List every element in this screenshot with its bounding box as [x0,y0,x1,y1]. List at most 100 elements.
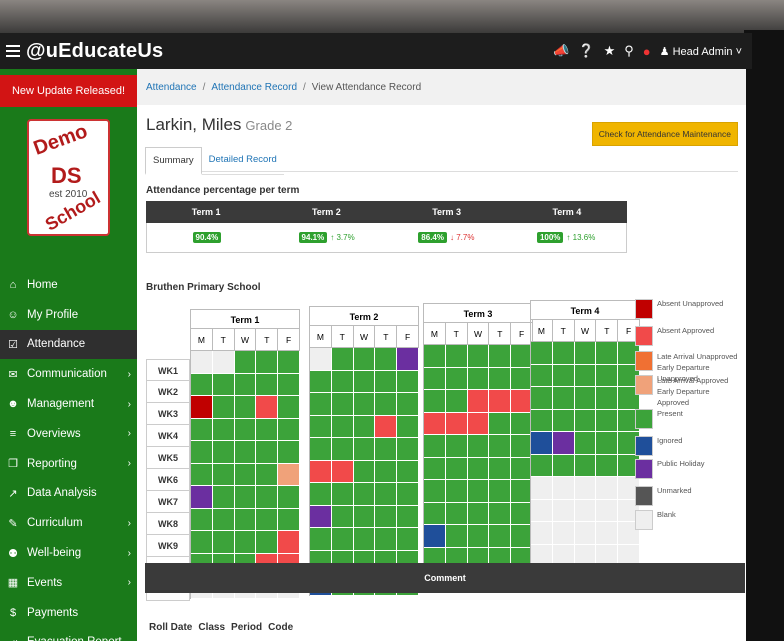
attendance-cell[interactable] [397,460,419,483]
attendance-cell[interactable] [552,499,575,522]
attendance-cell[interactable] [489,435,512,458]
attendance-cell[interactable] [234,373,257,396]
column-header[interactable]: Roll Date [149,622,193,633]
attendance-cell[interactable] [574,499,597,522]
attendance-cell[interactable] [574,409,597,432]
attendance-cell[interactable] [445,367,468,390]
attendance-cell[interactable] [397,415,419,438]
attendance-cell[interactable] [596,387,619,410]
attendance-cell[interactable] [212,418,235,441]
attendance-cell[interactable] [191,531,213,554]
sidebar-item-communication[interactable]: ✉ Communication › [0,359,137,389]
attendance-cell[interactable] [531,387,553,410]
attendance-cell[interactable] [331,415,354,438]
star-icon[interactable]: ★ [603,43,616,58]
help-icon[interactable]: ❔ [578,43,595,58]
sidebar-item-home[interactable]: ⌂ Home [0,270,137,300]
attendance-cell[interactable] [353,438,376,461]
attendance-cell[interactable] [191,418,213,441]
attendance-cell[interactable] [256,441,279,464]
attendance-cell[interactable] [353,528,376,551]
attendance-cell[interactable] [596,409,619,432]
attendance-cell[interactable] [596,454,619,477]
attendance-cell[interactable] [574,432,597,455]
attendance-cell[interactable] [397,528,419,551]
attendance-cell[interactable] [445,480,468,503]
attendance-cell[interactable] [424,457,446,480]
attendance-cell[interactable] [552,409,575,432]
attendance-cell[interactable] [445,435,468,458]
breadcrumb-attendance[interactable]: Attendance [146,81,197,93]
attendance-cell[interactable] [212,373,235,396]
attendance-cell[interactable] [445,502,468,525]
attendance-cell[interactable] [375,483,398,506]
attendance-cell[interactable] [234,396,257,419]
attendance-cell[interactable] [310,483,332,506]
attendance-cell[interactable] [353,460,376,483]
attendance-cell[interactable] [531,432,553,455]
attendance-cell[interactable] [375,438,398,461]
attendance-cell[interactable] [618,387,640,410]
attendance-cell[interactable] [489,412,512,435]
sidebar-item-events[interactable]: ▦ Events › [0,568,137,598]
attendance-cell[interactable] [310,438,332,461]
attendance-cell[interactable] [278,508,300,531]
attendance-cell[interactable] [531,409,553,432]
attendance-cell[interactable] [212,531,235,554]
attendance-cell[interactable] [596,364,619,387]
attendance-cell[interactable] [531,522,553,545]
attendance-cell[interactable] [310,528,332,551]
column-header[interactable]: Period [231,622,263,633]
attendance-cell[interactable] [310,393,332,416]
pdf-icon[interactable]: ● [642,43,651,59]
attendance-cell[interactable] [256,351,279,374]
attendance-cell[interactable] [278,531,300,554]
sidebar-item-curriculum[interactable]: ✎ Curriculum › [0,508,137,538]
attendance-cell[interactable] [552,364,575,387]
attendance-cell[interactable] [331,370,354,393]
attendance-cell[interactable] [234,531,257,554]
sidebar-item-evacuation-report[interactable]: ⇥ Evacuation Report [0,628,137,641]
attendance-cell[interactable] [331,393,354,416]
attendance-cell[interactable] [212,508,235,531]
attendance-cell[interactable] [596,477,619,500]
attendance-cell[interactable] [234,418,257,441]
attendance-cell[interactable] [353,393,376,416]
attendance-cell[interactable] [552,454,575,477]
attendance-cell[interactable] [467,525,490,548]
attendance-cell[interactable] [596,342,619,365]
attendance-cell[interactable] [212,351,235,374]
attendance-cell[interactable] [278,463,300,486]
attendance-cell[interactable] [574,342,597,365]
attendance-cell[interactable] [310,460,332,483]
attendance-cell[interactable] [212,441,235,464]
attendance-cell[interactable] [278,373,300,396]
attendance-cell[interactable] [489,480,512,503]
sidebar-item-payments[interactable]: $ Payments [0,598,137,628]
attendance-cell[interactable] [310,505,332,528]
menu-icon[interactable] [6,45,20,57]
attendance-cell[interactable] [234,486,257,509]
attendance-cell[interactable] [256,486,279,509]
attendance-cell[interactable] [552,477,575,500]
attendance-cell[interactable] [375,415,398,438]
attendance-cell[interactable] [256,508,279,531]
app-logo[interactable]: @uEducateUs [26,40,163,63]
attendance-cell[interactable] [552,387,575,410]
attendance-cell[interactable] [489,457,512,480]
attendance-cell[interactable] [489,525,512,548]
attendance-cell[interactable] [191,463,213,486]
attendance-cell[interactable] [256,418,279,441]
search-icon[interactable]: ⚲ [624,43,634,58]
attendance-cell[interactable] [397,505,419,528]
attendance-cell[interactable] [531,477,553,500]
attendance-cell[interactable] [596,522,619,545]
user-menu[interactable]: ♟ Head Admin ˅ [659,45,742,58]
attendance-cell[interactable] [191,351,213,374]
attendance-cell[interactable] [191,486,213,509]
attendance-cell[interactable] [191,508,213,531]
attendance-cell[interactable] [424,412,446,435]
column-header[interactable]: Class [198,622,226,633]
attendance-cell[interactable] [331,438,354,461]
attendance-cell[interactable] [256,373,279,396]
